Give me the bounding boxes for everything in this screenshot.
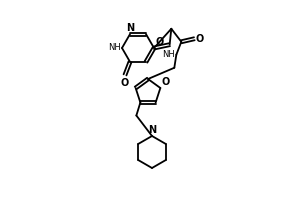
Text: N: N: [148, 125, 156, 135]
Text: NH: NH: [108, 44, 121, 52]
Text: O: O: [195, 34, 204, 44]
Text: O: O: [121, 78, 129, 88]
Text: NH: NH: [163, 50, 175, 59]
Text: N: N: [126, 23, 134, 33]
Text: O: O: [161, 77, 169, 87]
Text: O: O: [155, 37, 163, 47]
